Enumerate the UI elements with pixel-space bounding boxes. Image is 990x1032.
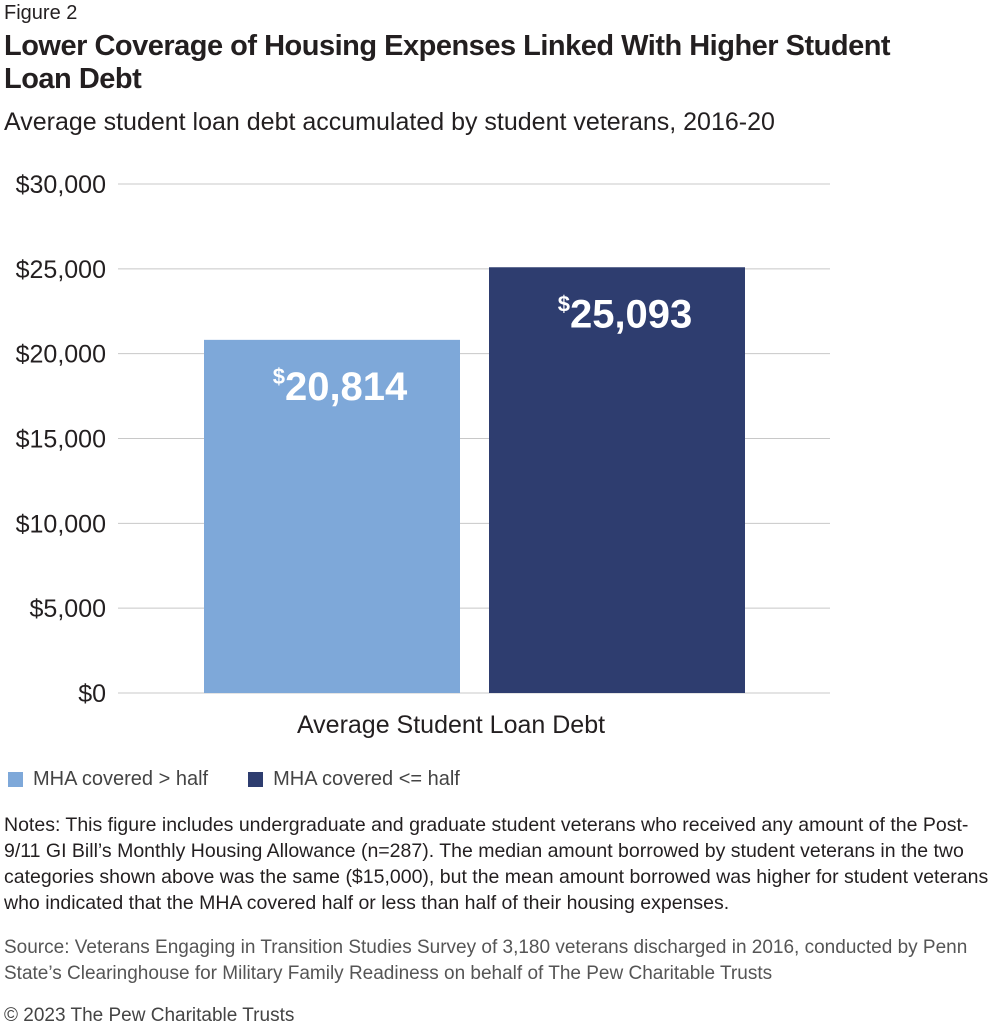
data-label: $25,093	[558, 291, 693, 336]
y-tick-label: $5,000	[30, 595, 106, 623]
source: Source: Veterans Engaging in Transition …	[4, 937, 968, 984]
chart-subtitle: Average student loan debt accumulated by…	[4, 108, 775, 136]
y-tick-label: $25,000	[16, 256, 106, 284]
y-tick-label: $0	[78, 680, 106, 708]
legend-item: MHA covered > half	[8, 768, 208, 791]
data-label: $20,814	[273, 364, 408, 409]
legend-swatch	[8, 772, 23, 787]
chart-title: Lower Coverage of Housing Expenses Linke…	[4, 30, 891, 95]
legend-label: MHA covered <= half	[273, 768, 460, 790]
legend-item: MHA covered <= half	[248, 768, 460, 791]
bar	[204, 339, 460, 693]
copyright: © 2023 The Pew Charitable Trusts	[4, 1005, 295, 1026]
legend-label: MHA covered > half	[33, 768, 209, 790]
bar-chart: $0 $5,000 $10,000 $15,000 $20,000 $25,000 $30,…	[16, 171, 830, 739]
y-tick-label: $15,000	[16, 426, 106, 454]
y-tick-label: $20,000	[16, 341, 106, 369]
legend-swatch	[248, 772, 264, 787]
bar	[489, 267, 745, 693]
y-tick-label: $30,000	[16, 171, 106, 199]
legend: MHA covered > half MHA covered <= half	[8, 768, 460, 791]
x-category-label: Average Student Loan Debt	[297, 711, 605, 739]
y-tick-label: $10,000	[16, 510, 106, 538]
notes: Notes: This figure includes undergraduat…	[4, 814, 989, 914]
figure-label: Figure 2	[4, 2, 78, 24]
